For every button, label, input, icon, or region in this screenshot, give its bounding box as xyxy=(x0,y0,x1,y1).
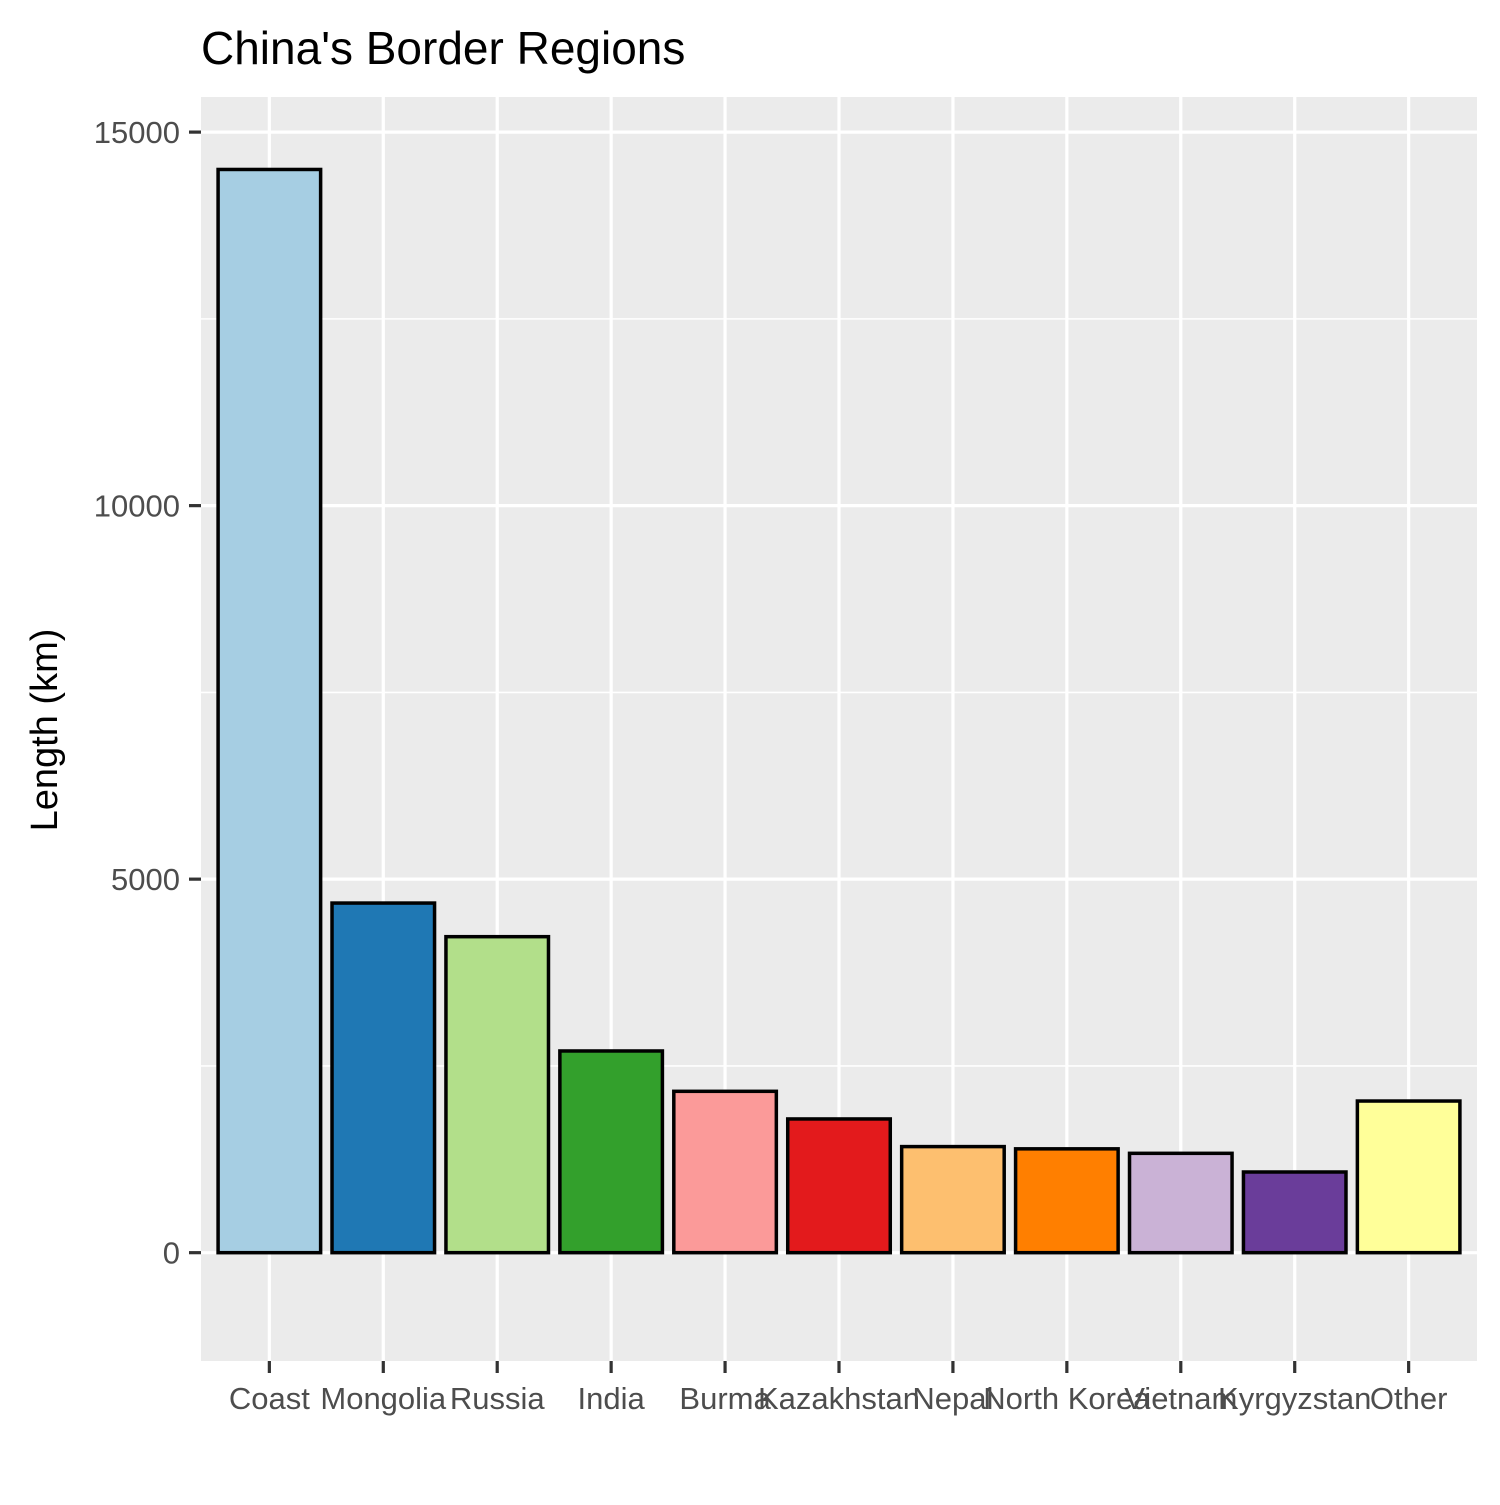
bar-india xyxy=(558,1049,665,1255)
bar-nepal xyxy=(899,1144,1006,1255)
y-axis-title: Length (km) xyxy=(24,629,66,832)
bars xyxy=(216,167,1462,1255)
y-axis: 0 5000 10000 15000 xyxy=(94,115,201,1271)
bar-mongolia xyxy=(330,901,437,1255)
x-tick-label: Russia xyxy=(450,1381,546,1416)
bar-other xyxy=(1355,1099,1462,1255)
bar-north-korea xyxy=(1013,1147,1120,1255)
bar-kazakhstan xyxy=(785,1117,893,1255)
bar-vietnam xyxy=(1127,1151,1234,1255)
bar-burma xyxy=(672,1089,779,1255)
y-tick-label: 0 xyxy=(163,1236,180,1271)
chart-title: China's Border Regions xyxy=(201,22,685,74)
x-tick-label: India xyxy=(578,1381,646,1416)
x-tick-label: Burma xyxy=(679,1381,771,1416)
bar-kyrgyzstan xyxy=(1241,1170,1348,1255)
x-axis: Coast Mongolia Russia India BurmaKazakhstanN… xyxy=(229,1361,1448,1416)
bar-russia xyxy=(444,934,551,1255)
x-tick-label: North Korea xyxy=(983,1381,1151,1416)
y-tick-label: 15000 xyxy=(94,115,180,150)
x-tick-label: Kazakhstan xyxy=(758,1381,920,1416)
x-tick-label: Vietnam xyxy=(1124,1381,1237,1416)
y-tick-label: 5000 xyxy=(111,862,180,897)
x-tick-label: Nepal xyxy=(912,1381,993,1416)
bar-coast xyxy=(216,167,323,1255)
x-tick-label: Kyrgyzstan xyxy=(1218,1381,1371,1416)
y-tick-label: 10000 xyxy=(94,489,180,524)
x-tick-label: Other xyxy=(1370,1381,1448,1416)
x-tick-label: Mongolia xyxy=(320,1381,447,1416)
x-tick-label: Coast xyxy=(229,1381,310,1416)
